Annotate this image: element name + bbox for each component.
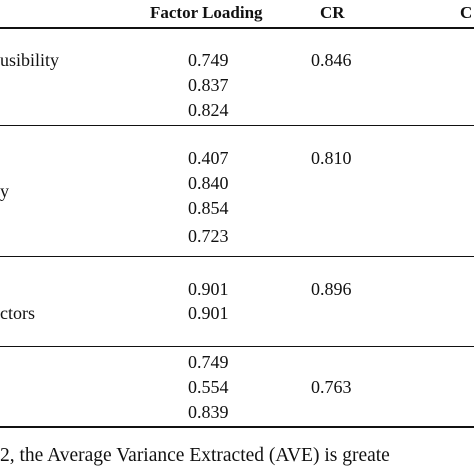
group-2-loading-2: 0.840	[188, 173, 229, 193]
group-2-loading-3: 0.854	[188, 198, 229, 218]
group-2-rule	[0, 256, 474, 257]
group-3-rule	[0, 346, 474, 347]
group-4-loading-1: 0.749	[188, 352, 229, 372]
group-4-cr: 0.763	[311, 377, 352, 397]
group-3-label: ctors	[0, 303, 35, 323]
group-2-loading-4: 0.723	[188, 226, 229, 246]
header-rule	[0, 27, 474, 29]
header-cr: CR	[320, 3, 345, 22]
group-1-loading-2: 0.837	[188, 75, 229, 95]
group-4-loading-3: 0.839	[188, 402, 229, 422]
group-1-loading-3: 0.824	[188, 100, 229, 120]
header-c: C	[460, 3, 473, 22]
header-factor-loading: Factor Loading	[150, 3, 263, 22]
group-2-label: y	[0, 181, 9, 201]
group-4-loading-2: 0.554	[188, 377, 229, 397]
group-1-label: usibility	[0, 50, 60, 70]
group-3-loading-1: 0.901	[188, 279, 229, 299]
group-1-rule	[0, 125, 474, 126]
group-3-loading-2: 0.901	[188, 303, 229, 323]
group-3-cr: 0.896	[311, 279, 352, 299]
group-2-cr: 0.810	[311, 148, 352, 168]
group-1-loading-1: 0.749	[188, 50, 229, 70]
table-bottom-rule	[0, 426, 474, 428]
body-paragraph: 2, the Average Variance Extracted (AVE) …	[0, 445, 390, 466]
group-2-loading-1: 0.407	[188, 148, 229, 168]
group-1-cr: 0.846	[311, 50, 352, 70]
